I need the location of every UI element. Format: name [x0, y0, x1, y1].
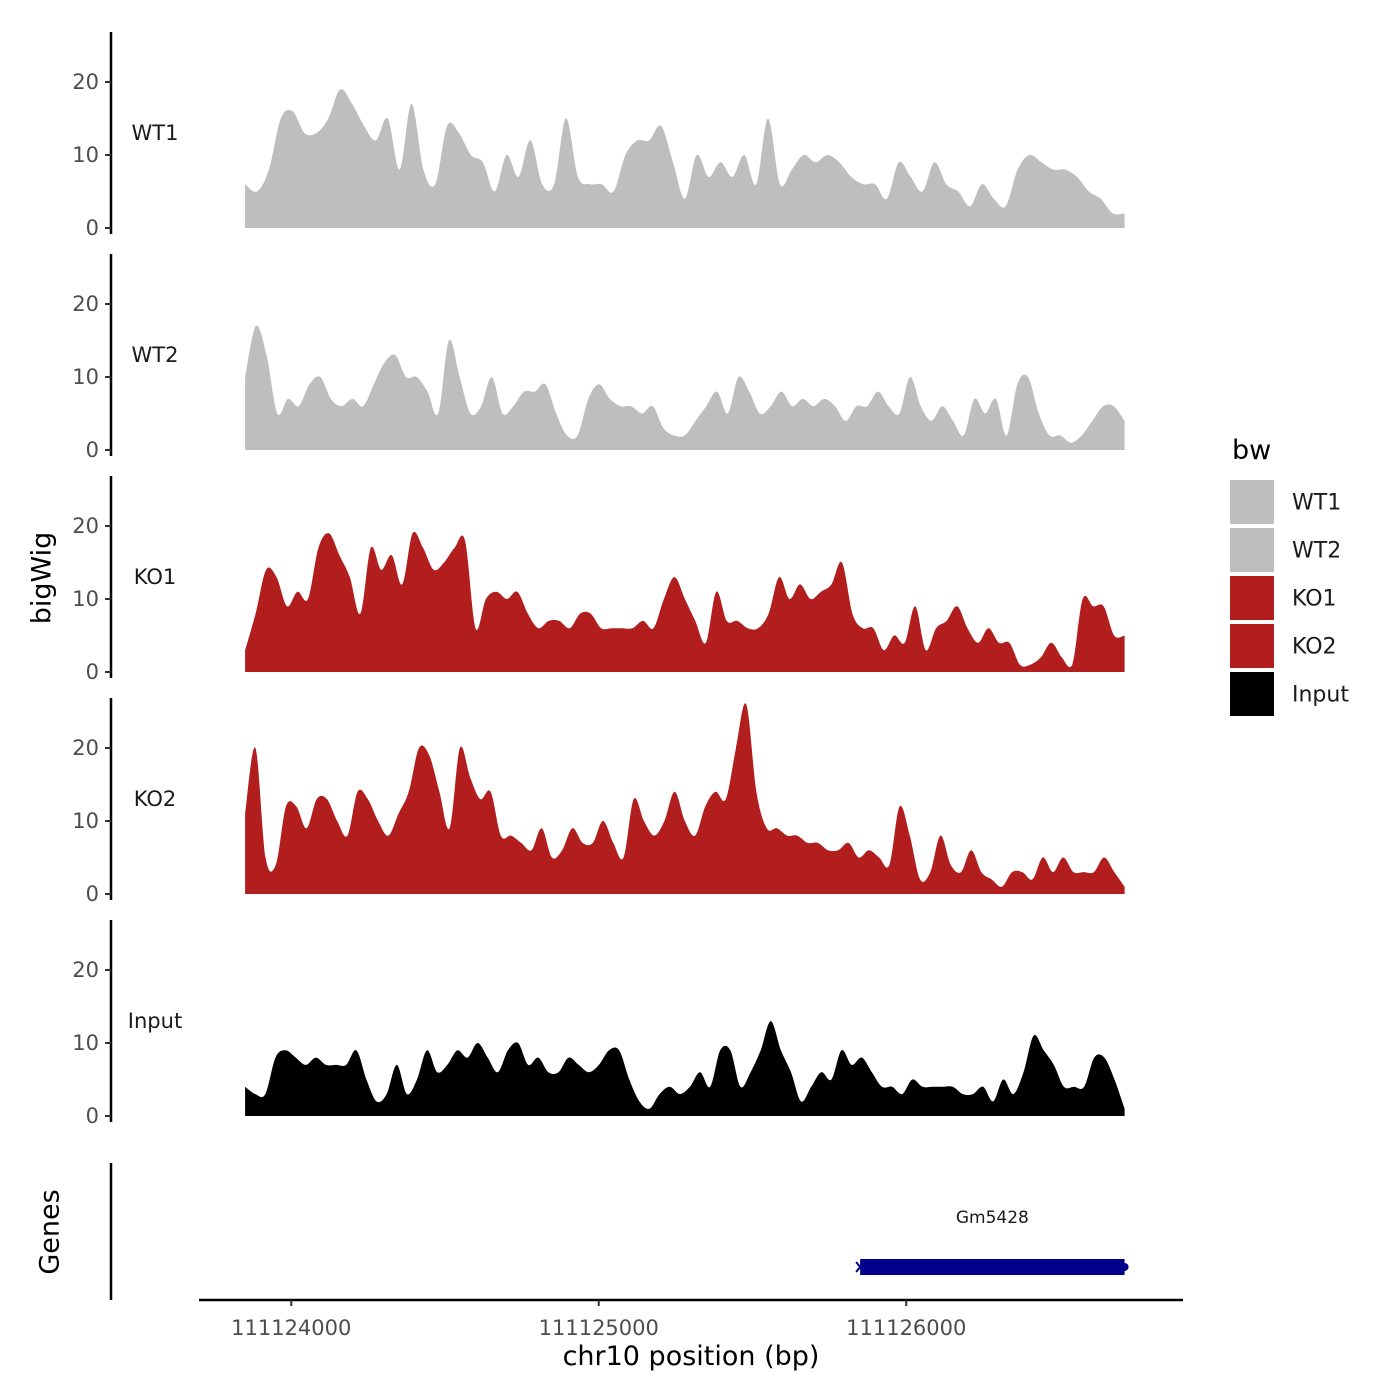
- gene-end-marker: [1120, 1263, 1129, 1271]
- y-tick-label: 0: [86, 438, 99, 462]
- x-tick-label: 111126000: [846, 1316, 966, 1340]
- legend-items: WT1 WT2 KO1 KO2 Input: [1230, 480, 1349, 716]
- legend-swatch-wt1: [1230, 480, 1274, 524]
- signal-area-ko2: [245, 703, 1125, 894]
- legend-label-ko1: KO1: [1292, 587, 1337, 612]
- signal-area-ko1: [245, 531, 1125, 672]
- gene-body: [860, 1259, 1125, 1275]
- track-panel-wt2: 0 10 20 WT2: [72, 254, 1125, 462]
- gene-group: Gm5428: [855, 1208, 1129, 1275]
- x-axis: 111124000 111125000 111126000 chr10 positi…: [199, 1298, 1183, 1372]
- y-tick-label: 10: [72, 143, 99, 167]
- track-label-input: Input: [128, 1009, 182, 1033]
- genes-axis-title: Genes: [35, 1189, 66, 1274]
- legend-label-ko2: KO2: [1292, 635, 1337, 660]
- track-panel-ko2: 0 10 20 KO2: [72, 698, 1125, 906]
- signal-area-wt2: [245, 325, 1125, 450]
- y-tick-label: 0: [86, 882, 99, 906]
- legend-label-input: Input: [1292, 683, 1349, 708]
- y-tick-label: 20: [72, 70, 99, 94]
- track-label-wt1: WT1: [132, 121, 179, 145]
- y-axis-title: bigWig: [27, 532, 58, 625]
- genes-panel: Gm5428 Genes: [35, 1163, 1129, 1300]
- legend-label-wt2: WT2: [1292, 539, 1341, 564]
- y-tick-label: 0: [86, 1104, 99, 1128]
- legend: bw WT1 WT2 KO1 KO2 Input: [1230, 435, 1349, 716]
- legend-swatch-ko2: [1230, 624, 1274, 668]
- y-tick-label: 10: [72, 809, 99, 833]
- y-tick-label: 20: [72, 958, 99, 982]
- x-axis-ticks: 111124000 111125000 111126000: [231, 1300, 966, 1340]
- signal-area-input: [245, 1021, 1125, 1116]
- y-tick-label: 10: [72, 587, 99, 611]
- track-panel-input: 0 10 20 Input: [72, 920, 1125, 1128]
- gene-label: Gm5428: [956, 1208, 1029, 1228]
- y-tick-label: 20: [72, 514, 99, 538]
- track-label-ko1: KO1: [134, 565, 177, 589]
- track-panel-ko1: 0 10 20 KO1: [72, 476, 1125, 684]
- track-label-ko2: KO2: [134, 787, 177, 811]
- y-tick-label: 20: [72, 736, 99, 760]
- y-tick-label: 0: [86, 216, 99, 240]
- legend-swatch-ko1: [1230, 576, 1274, 620]
- x-axis-title: chr10 position (bp): [563, 1341, 820, 1372]
- track-panels: 0 10 20 WT1 0 10 20 WT2 0 10 20 KO1 0 10 20 KO2 0 10 20 Inp…: [72, 32, 1125, 1128]
- track-panel-wt1: 0 10 20 WT1: [72, 32, 1125, 240]
- track-label-wt2: WT2: [132, 343, 179, 367]
- x-tick-label: 111124000: [231, 1316, 351, 1340]
- legend-swatch-input: [1230, 672, 1274, 716]
- gene-strand-marker: [855, 1261, 865, 1273]
- x-tick-label: 111125000: [539, 1316, 659, 1340]
- y-tick-label: 20: [72, 292, 99, 316]
- legend-title: bw: [1232, 435, 1271, 466]
- y-tick-label: 10: [72, 1031, 99, 1055]
- signal-area-wt1: [245, 88, 1125, 228]
- y-tick-label: 10: [72, 365, 99, 389]
- y-tick-label: 0: [86, 660, 99, 684]
- legend-label-wt1: WT1: [1292, 491, 1341, 516]
- legend-swatch-wt2: [1230, 528, 1274, 572]
